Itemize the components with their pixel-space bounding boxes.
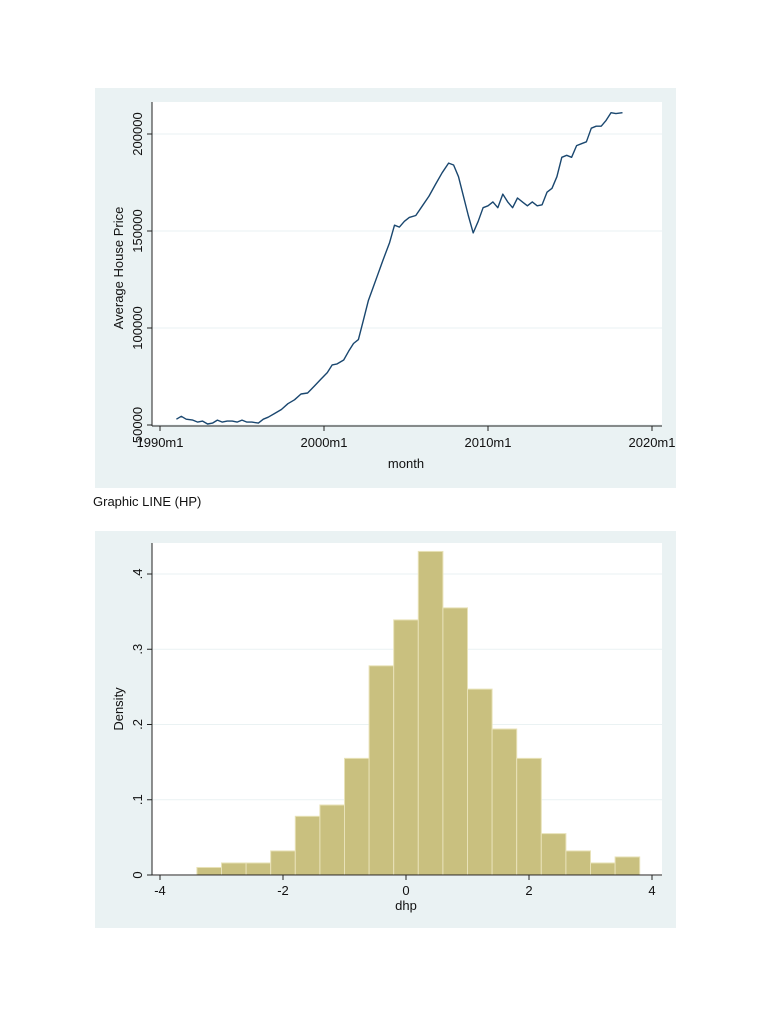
x-tick-label: 4 — [648, 883, 655, 898]
axes — [151, 102, 662, 427]
histogram-bar — [565, 850, 591, 876]
histogram-bar — [467, 688, 493, 876]
histogram-bar — [319, 804, 345, 876]
x-tick-label: -4 — [154, 883, 166, 898]
histogram-bar — [294, 815, 321, 876]
x-tick-label: 2020m1 — [629, 435, 676, 450]
histogram-bar — [417, 550, 444, 876]
figure-caption: Graphic LINE (HP) — [93, 494, 202, 509]
y-tick-label: .3 — [130, 644, 145, 655]
y-tick-label: 50000 — [130, 407, 145, 443]
x-axis-title: dhp — [395, 898, 417, 913]
histogram-bar — [245, 862, 272, 876]
line-chart-panel: 1990m1 2000m1 2010m1 2020m1 50000 100000 1500… — [95, 88, 676, 488]
y-axis-ticks: 50000 100000 150000 200000 — [130, 112, 152, 443]
x-tick-label: 2010m1 — [465, 435, 512, 450]
x-tick-label: 0 — [402, 883, 409, 898]
x-axis-title: month — [388, 456, 424, 471]
series-line — [176, 112, 623, 425]
x-tick-label: -2 — [277, 883, 289, 898]
plot-area — [152, 102, 662, 425]
y-tick-label: .4 — [130, 569, 145, 580]
x-tick-label: 2 — [525, 883, 532, 898]
histogram-chart: -4 -2 0 2 4 0 .1 .2 .3 .4 dhp Density — [111, 543, 662, 913]
x-tick-label: 2000m1 — [301, 435, 348, 450]
y-tick-label: 200000 — [130, 112, 145, 155]
histogram-bar — [270, 850, 296, 876]
x-axis-ticks: -4 -2 0 2 4 — [154, 875, 656, 898]
histogram-bar — [516, 757, 542, 876]
histogram-bar — [442, 607, 468, 876]
y-axis-title: Average House Price — [111, 207, 126, 330]
histogram-bar — [344, 757, 370, 876]
grid-lines — [152, 133, 662, 426]
y-axis-title: Density — [111, 687, 126, 731]
histogram-bar — [491, 728, 518, 876]
histogram-bar — [196, 866, 223, 876]
x-tick-label: 1990m1 — [137, 435, 184, 450]
x-axis-ticks: 1990m1 2000m1 2010m1 2020m1 — [137, 426, 676, 450]
histogram-bar — [393, 619, 419, 876]
y-tick-label: 150000 — [130, 209, 145, 252]
y-tick-label: .2 — [130, 719, 145, 730]
histogram-panel: -4 -2 0 2 4 0 .1 .2 .3 .4 dhp Density — [95, 531, 676, 928]
y-axis-ticks: 0 .1 .2 .3 .4 — [130, 569, 152, 879]
y-tick-label: .1 — [130, 794, 145, 805]
y-tick-label: 100000 — [130, 306, 145, 349]
axes — [151, 543, 662, 876]
histogram-bar — [221, 862, 247, 876]
y-tick-label: 0 — [130, 871, 145, 878]
histogram-bar — [614, 856, 641, 876]
histogram-bar — [368, 665, 395, 876]
histogram-bar — [540, 833, 567, 876]
histogram-bar — [590, 862, 616, 876]
line-chart: 1990m1 2000m1 2010m1 2020m1 50000 100000 1500… — [111, 102, 676, 471]
